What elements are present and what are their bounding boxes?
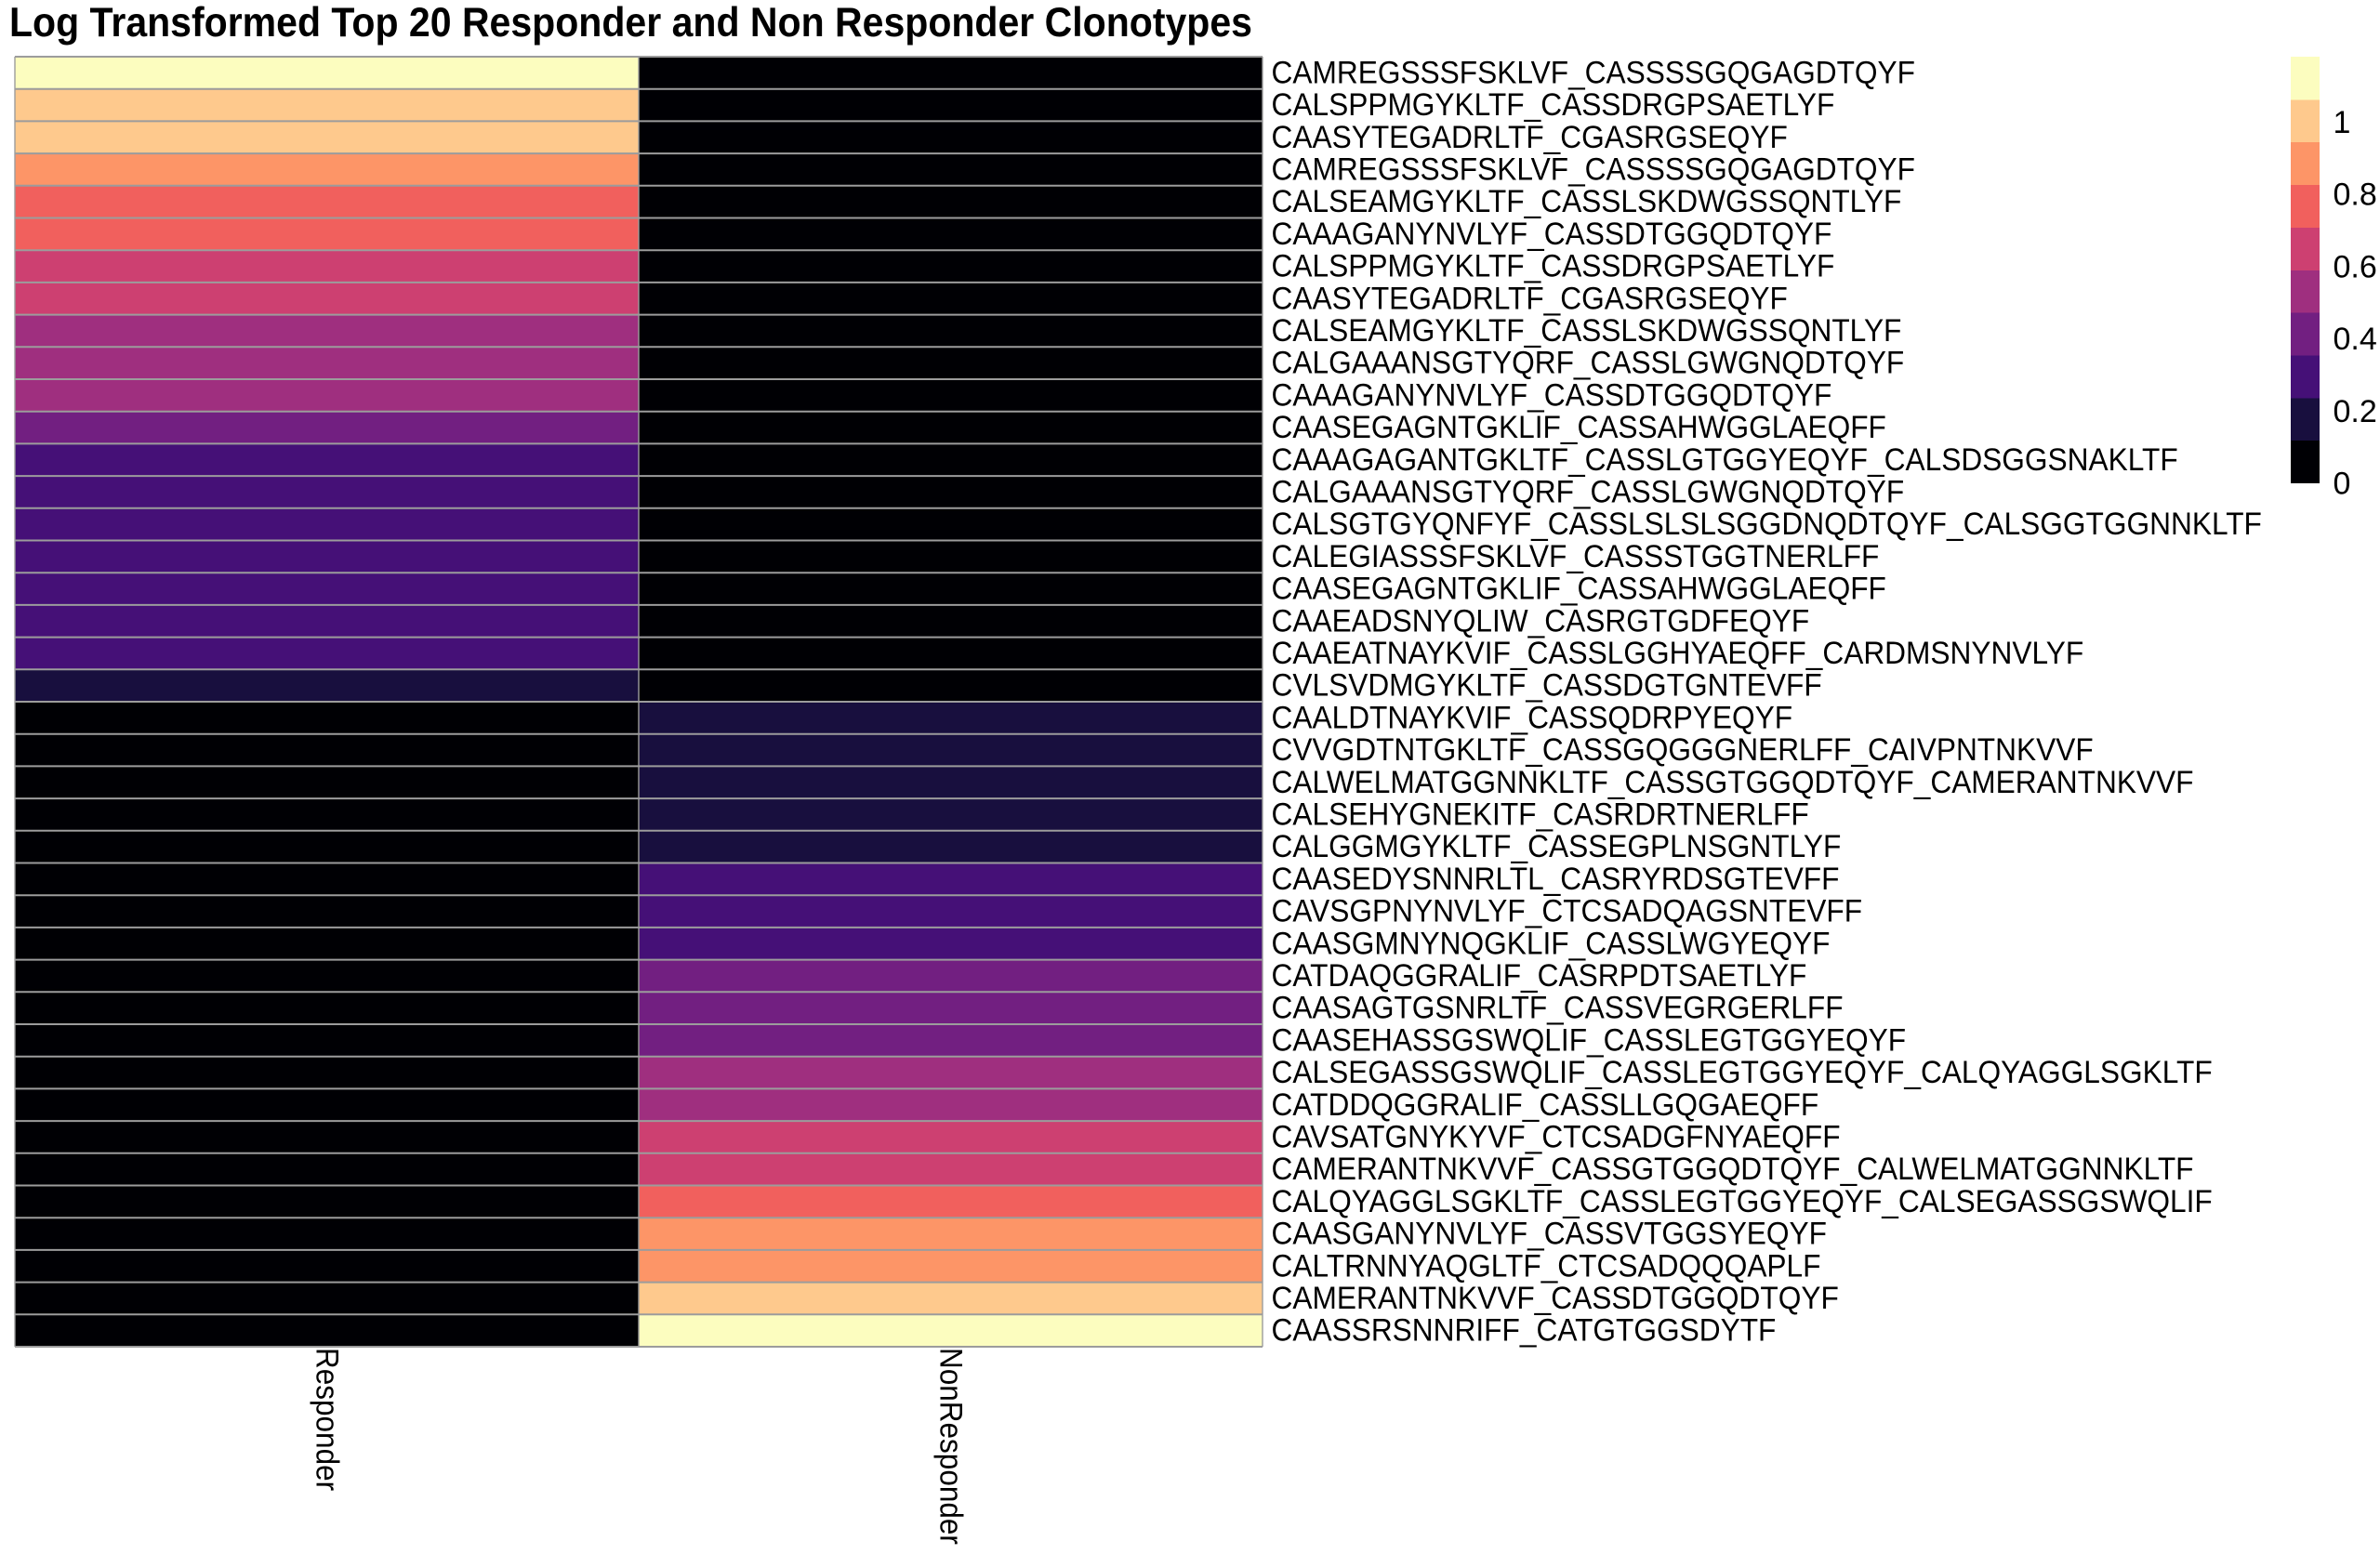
svg-text:CAAEATNAYKVIF_CASSLGGHYAEQFF_C: CAAEATNAYKVIF_CASSLGGHYAEQFF_CARDMSNYNVL… — [1272, 636, 2084, 671]
svg-text:CALSGTGYQNFYF_CASSLSLSLSGGDNQD: CALSGTGYQNFYF_CASSLSLSLSGGDNQDTQYF_CALSG… — [1272, 507, 2262, 542]
svg-text:CALTRNNYAQGLTF_CTCSADQQQAPLF: CALTRNNYAQGLTF_CTCSADQQQAPLF — [1272, 1248, 1821, 1284]
svg-text:CAALDTNAYKVIF_CASSQDRPYEQYF: CAALDTNAYKVIF_CASSQDRPYEQYF — [1272, 700, 1793, 735]
svg-text:CAASYTEGADRLTF_CGASRGSEQYF: CAASYTEGADRLTF_CGASRGSEQYF — [1272, 120, 1788, 155]
svg-text:CAASAGTGSNRLTF_CASSVEGRGERLFF: CAASAGTGSNRLTF_CASSVEGRGERLFF — [1272, 991, 1844, 1026]
svg-text:0.4: 0.4 — [2334, 322, 2377, 357]
svg-text:CAAAGANYNVLYF_CASSDTGGQDTQYF: CAAAGANYNVLYF_CASSDTGGQDTQYF — [1272, 217, 1832, 252]
svg-text:CALSEAMGYKLTF_CASSLSKDWGSSQNTL: CALSEAMGYKLTF_CASSLSKDWGSSQNTLYF — [1272, 184, 1902, 219]
svg-text:CATDDQGGRALIF_CASSLLGQGAEQFF: CATDDQGGRALIF_CASSLLGQGAEQFF — [1272, 1087, 1819, 1123]
svg-text:CAASEGAGNTGKLIF_CASSAHWGGLAEQF: CAASEGAGNTGKLIF_CASSAHWGGLAEQFF — [1272, 410, 1886, 445]
svg-text:Log Transformed Top 20 Respond: Log Transformed Top 20 Responder and Non… — [9, 0, 1252, 46]
svg-text:0.8: 0.8 — [2334, 178, 2377, 213]
svg-text:CALGAAANSGTYQRF_CASSLGWGNQDTQY: CALGAAANSGTYQRF_CASSLGWGNQDTQYF — [1272, 474, 1905, 509]
svg-text:CAASEGAGNTGKLIF_CASSAHWGGLAEQF: CAASEGAGNTGKLIF_CASSAHWGGLAEQFF — [1272, 572, 1886, 607]
svg-text:CAMERANTNKVVF_CASSGTGGQDTQYF_C: CAMERANTNKVVF_CASSGTGGQDTQYF_CALWELMATGG… — [1272, 1152, 2194, 1187]
svg-text:0.2: 0.2 — [2334, 394, 2377, 429]
svg-text:NonResponder: NonResponder — [933, 1348, 969, 1545]
svg-text:CALSPPMGYKLTF_CASSDRGPSAETLYF: CALSPPMGYKLTF_CASSDRGPSAETLYF — [1272, 87, 1835, 123]
svg-text:CVLSVDMGYKLTF_CASSDGTGNTEVFF: CVLSVDMGYKLTF_CASSDGTGNTEVFF — [1272, 668, 1822, 704]
svg-text:CATDAQGGRALIF_CASRPDTSAETLYF: CATDAQGGRALIF_CASRPDTSAETLYF — [1272, 958, 1807, 994]
svg-text:CVVGDTNTGKLTF_CASSGQGGGNERLFF_: CVVGDTNTGKLTF_CASSGQGGGNERLFF_CAIVPNTNKV… — [1272, 732, 2094, 768]
svg-text:CAASGANYNVLYF_CASSVTGGSYEQYF: CAASGANYNVLYF_CASSVTGGSYEQYF — [1272, 1217, 1828, 1252]
svg-text:CAASYTEGADRLTF_CGASRGSEQYF: CAASYTEGADRLTF_CGASRGSEQYF — [1272, 281, 1788, 316]
svg-text:CALGAAANSGTYQRF_CASSLGWGNQDTQY: CALGAAANSGTYQRF_CASSLGWGNQDTQYF — [1272, 346, 1905, 381]
svg-text:CAASEDYSNNRLTL_CASRYRDSGTEVFF: CAASEDYSNNRLTL_CASRYRDSGTEVFF — [1272, 862, 1840, 897]
svg-text:CAMERANTNKVVF_CASSDTGGQDTQYF: CAMERANTNKVVF_CASSDTGGQDTQYF — [1272, 1281, 1839, 1316]
svg-text:CALEGIASSSFSKLVF_CASSSTGGTNERL: CALEGIASSSFSKLVF_CASSSTGGTNERLFF — [1272, 539, 1880, 574]
svg-text:0: 0 — [2334, 467, 2351, 502]
svg-text:CALGGMGYKLTF_CASSEGPLNSGNTLYF: CALGGMGYKLTF_CASSEGPLNSGNTLYF — [1272, 829, 1842, 864]
svg-text:CAMREGSSSFSKLVF_CASSSSGQGAGDTQ: CAMREGSSSFSKLVF_CASSSSGQGAGDTQYF — [1272, 151, 1916, 187]
svg-text:0.6: 0.6 — [2334, 249, 2377, 284]
svg-text:CAAAGAGANTGKLTF_CASSLGTGGYEQYF: CAAAGAGANTGKLTF_CASSLGTGGYEQYF_CALSDSGGS… — [1272, 442, 2178, 478]
svg-text:CAVSATGNYKYVF_CTCSADGFNYAEQFF: CAVSATGNYKYVF_CTCSADGFNYAEQFF — [1272, 1119, 1841, 1154]
svg-text:CAMREGSSSFSKLVF_CASSSSGQGAGDTQ: CAMREGSSSFSKLVF_CASSSSGQGAGDTQYF — [1272, 55, 1916, 90]
svg-text:CALSEAMGYKLTF_CASSLSKDWGSSQNTL: CALSEAMGYKLTF_CASSLSKDWGSSQNTLYF — [1272, 313, 1902, 349]
svg-text:CALSPPMGYKLTF_CASSDRGPSAETLYF: CALSPPMGYKLTF_CASSDRGPSAETLYF — [1272, 249, 1835, 284]
svg-text:CALSEHYGNEKITF_CASRDRTNERLFF: CALSEHYGNEKITF_CASRDRTNERLFF — [1272, 797, 1809, 832]
svg-text:CALSEGASSGSWQLIF_CASSLEGTGGYEQ: CALSEGASSGSWQLIF_CASSLEGTGGYEQYF_CALQYAG… — [1272, 1055, 2213, 1090]
svg-text:CAVSGPNYNVLYF_CTCSADQAGSNTEVFF: CAVSGPNYNVLYF_CTCSADQAGSNTEVFF — [1272, 894, 1863, 929]
svg-text:CAASGMNYNQGKLIF_CASSLWGYEQYF: CAASGMNYNQGKLIF_CASSLWGYEQYF — [1272, 926, 1831, 961]
svg-text:CALWELMATGGNNKLTF_CASSGTGGQDTQ: CALWELMATGGNNKLTF_CASSGTGGQDTQYF_CAMERAN… — [1272, 765, 2194, 800]
svg-text:CAAAGANYNVLYF_CASSDTGGQDTQYF: CAAAGANYNVLYF_CASSDTGGQDTQYF — [1272, 377, 1832, 413]
svg-text:CAAEADSNYQLIW_CASRGTGDFEQYF: CAAEADSNYQLIW_CASRGTGDFEQYF — [1272, 603, 1810, 639]
svg-text:Responder: Responder — [310, 1348, 345, 1491]
svg-text:CALQYAGGLSGKLTF_CASSLEGTGGYEQY: CALQYAGGLSGKLTF_CASSLEGTGGYEQYF_CALSEGAS… — [1272, 1184, 2213, 1219]
svg-text:CAASEHASSGSWQLIF_CASSLEGTGGYEQ: CAASEHASSGSWQLIF_CASSLEGTGGYEQYF — [1272, 1022, 1907, 1058]
svg-text:CAASSRSNNRIFF_CATGTGGSDYTF: CAASSRSNNRIFF_CATGTGGSDYTF — [1272, 1313, 1777, 1349]
svg-text:1: 1 — [2334, 105, 2351, 140]
